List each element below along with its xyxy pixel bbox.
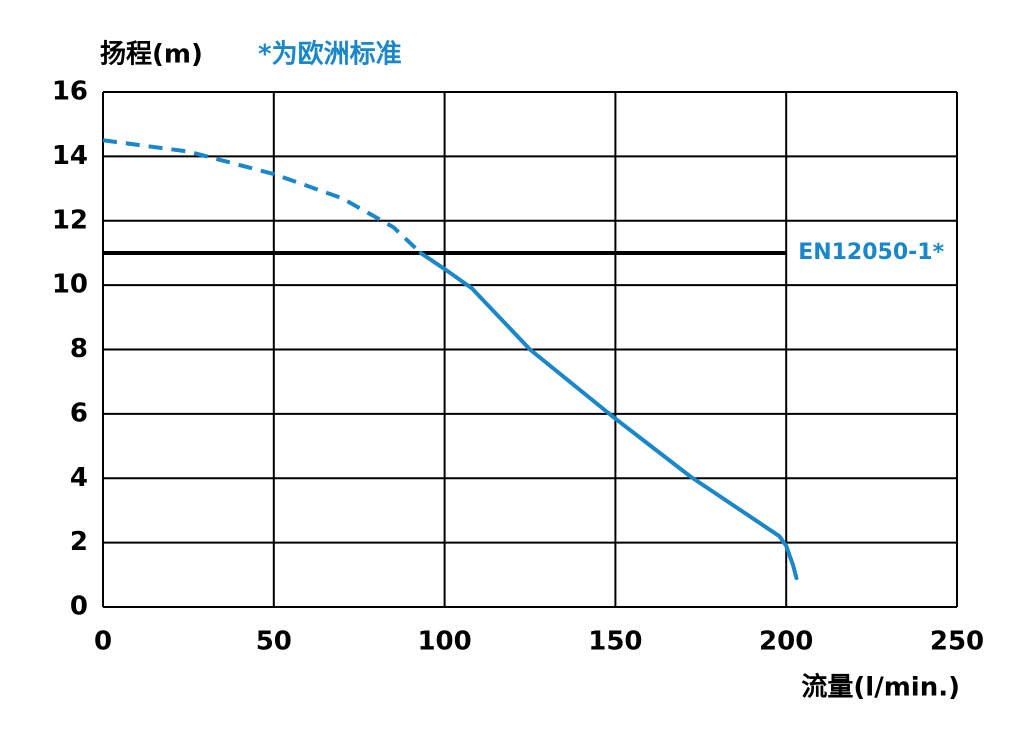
note: *为欧洲标准 <box>258 39 402 70</box>
y-axis-label: 扬程(m) <box>100 40 203 70</box>
y-tick-label: 16 <box>52 77 88 107</box>
x-tick-label: 250 <box>930 627 984 657</box>
y-tick-label: 2 <box>70 527 88 557</box>
y-tick-label: 6 <box>70 398 88 428</box>
y-tick-label: 10 <box>52 270 88 300</box>
data-line <box>418 250 799 581</box>
x-tick-label: 0 <box>94 627 112 657</box>
data-line <box>102 138 423 255</box>
y-tick-label: 8 <box>70 334 88 364</box>
x-axis-label: 流量(l/min.) <box>801 673 960 703</box>
y-tick-label: 4 <box>70 463 88 493</box>
x-tick-label: 200 <box>759 627 813 657</box>
y-tick-label: 12 <box>52 205 88 235</box>
y-tick-label: 14 <box>52 141 88 171</box>
x-tick-label: 150 <box>588 627 642 657</box>
reference-label: EN12050-1* <box>798 240 944 265</box>
y-tick-label: 0 <box>70 592 88 622</box>
x-tick-label: 100 <box>417 627 471 657</box>
x-tick-label: 50 <box>256 627 292 657</box>
